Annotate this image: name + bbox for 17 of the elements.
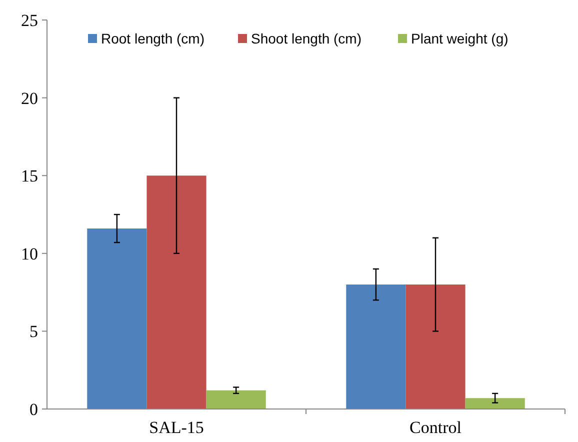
bar [465,398,525,409]
bar [206,390,266,409]
legend-label: Shoot length (cm) [251,30,362,46]
bar [406,284,466,409]
y-tick-label: 0 [30,400,38,419]
y-tick-label: 5 [30,322,38,342]
legend-label: Plant weight (g) [411,30,508,46]
y-tick-label: 10 [21,244,38,264]
bar [87,228,147,409]
y-tick-label: 25 [21,10,38,30]
x-tick-label: SAL-15 [149,418,204,437]
y-tick-label: 15 [21,166,38,186]
bar [146,176,206,409]
bar [346,284,406,409]
x-tick-label: Control [410,418,462,437]
legend-label: Root length (cm) [101,30,204,46]
y-tick-label: 20 [21,88,38,108]
